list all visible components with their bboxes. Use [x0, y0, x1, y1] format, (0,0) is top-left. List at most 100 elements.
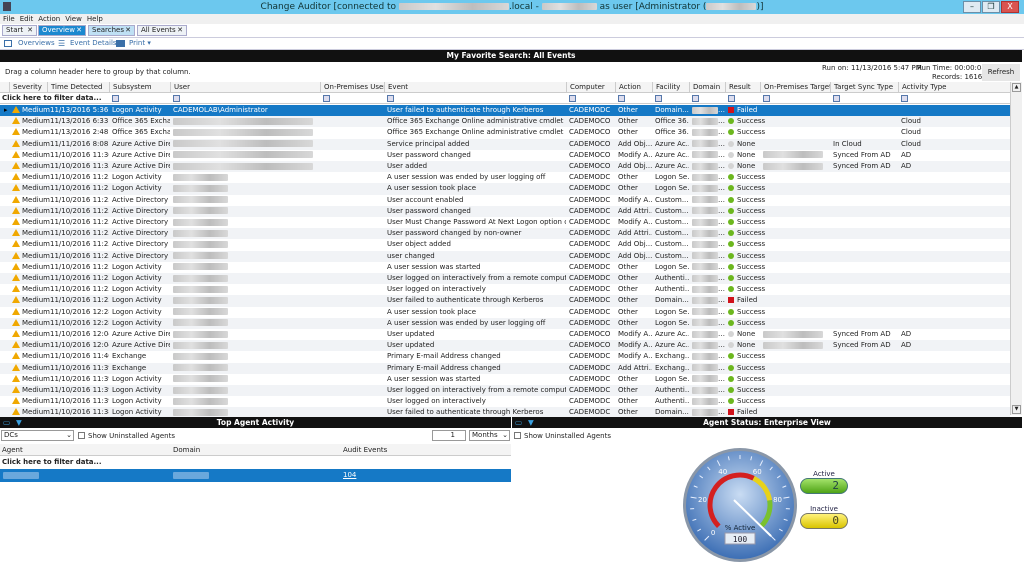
column-header-target-sync-type[interactable]: Target Sync Type	[830, 82, 898, 93]
grid-scrollbar[interactable]: ▲ ▼	[1010, 82, 1022, 415]
column-header-action[interactable]: Action	[615, 82, 652, 93]
column-header-severity[interactable]: Severity	[9, 82, 47, 93]
tab-searches[interactable]: Searches ✕	[88, 25, 135, 36]
filter-row[interactable]: Click here to filter data...	[0, 93, 1010, 104]
menu-action[interactable]: Action	[38, 15, 61, 23]
column-header-event[interactable]: Event	[384, 82, 566, 93]
period-stepper[interactable]: 1	[432, 430, 466, 441]
show-uninstalled-checkbox-left[interactable]: Show Uninstalled Agents	[78, 432, 175, 440]
warning-icon	[12, 162, 20, 169]
result-cell: Success	[725, 385, 765, 396]
success-icon	[728, 207, 734, 214]
close-tab-icon[interactable]: ✕	[27, 26, 33, 34]
column-header-domain[interactable]: Domain	[689, 82, 725, 93]
column-filter-icon[interactable]	[387, 95, 394, 102]
column-filter-icon[interactable]	[763, 95, 770, 102]
table-row[interactable]: Medium 11/13/2016 6:33... Office 365 Excha…	[0, 116, 1010, 128]
column-filter-icon[interactable]	[112, 95, 119, 102]
table-row[interactable]: ▸ Medium 11/13/2016 5:36... Logon Activity C…	[0, 105, 1010, 117]
tab-start[interactable]: Start ✕	[2, 25, 37, 36]
column-header-activity-type[interactable]: Activity Type	[898, 82, 1010, 93]
column-header-on-premises-user[interactable]: On-Premises User	[320, 82, 384, 93]
column-filter-icon[interactable]	[692, 95, 699, 102]
minimize-button[interactable]: –	[963, 1, 981, 13]
gauge-tick	[782, 485, 787, 488]
col-agent[interactable]: Agent	[2, 446, 23, 454]
scroll-down-icon[interactable]: ▼	[1012, 405, 1021, 414]
severity-cell: Medium	[9, 273, 50, 284]
table-row[interactable]: Medium 11/11/2016 8:08... Azure Active Dir…	[0, 138, 1010, 150]
close-button[interactable]: X	[1001, 1, 1019, 13]
agent-row[interactable]: 104	[0, 469, 511, 482]
refresh-button[interactable]: Refresh	[982, 64, 1020, 81]
column-header-computer[interactable]: Computer	[566, 82, 615, 93]
period-unit-select[interactable]: Months ⌄	[469, 430, 510, 441]
filter-hint[interactable]: Click here to filter data...	[2, 94, 102, 102]
warning-icon	[12, 274, 20, 281]
filter-icon[interactable]: ▼	[16, 418, 22, 427]
menu-help[interactable]: Help	[86, 15, 103, 23]
scope-select[interactable]: DCs ⌄	[1, 430, 74, 441]
tab-all-events[interactable]: All Events ✕	[137, 25, 187, 36]
table-row[interactable]: Medium 11/13/2016 2:48... Office 365 Excha…	[0, 127, 1010, 138]
column-filter-icon[interactable]	[901, 95, 908, 102]
close-tab-icon[interactable]: ✕	[125, 26, 131, 34]
menu-file[interactable]: File	[3, 15, 15, 23]
column-header-subsystem[interactable]: Subsystem	[109, 82, 170, 93]
column-header-user[interactable]: User	[170, 82, 320, 93]
column-filter-icon[interactable]	[618, 95, 625, 102]
event-cell: User object added	[387, 240, 451, 249]
column-filter-icon[interactable]	[323, 95, 330, 102]
column-header-facility[interactable]: Facility	[652, 82, 689, 93]
print-button[interactable]: Print ▾	[129, 39, 151, 47]
column-filter-icon[interactable]	[569, 95, 576, 102]
close-tab-icon[interactable]: ✕	[177, 26, 183, 34]
agent-filter-hint[interactable]: Click here to filter data...	[2, 458, 102, 466]
column-header-result[interactable]: Result	[725, 82, 760, 93]
col-audit-events[interactable]: Audit Events	[343, 446, 388, 454]
column-filter-icon[interactable]	[655, 95, 662, 102]
scroll-up-icon[interactable]: ▲	[1012, 83, 1021, 92]
tab-overview[interactable]: Overview ✕	[38, 25, 86, 36]
restore-button[interactable]: ❐	[982, 1, 1000, 13]
menu-edit[interactable]: Edit	[19, 15, 34, 23]
severity-cell: Medium	[9, 262, 50, 273]
show-uninstalled-checkbox-right[interactable]: Show Uninstalled Agents	[514, 432, 611, 440]
column-header-on-premises-target[interactable]: On-Premises Target	[760, 82, 830, 93]
filter-icon[interactable]: ▼	[528, 418, 534, 427]
col-domain[interactable]: Domain	[173, 446, 201, 454]
column-filter-icon[interactable]	[728, 95, 735, 102]
audit-events-link[interactable]: 104	[343, 471, 357, 479]
column-filter-icon[interactable]	[833, 95, 840, 102]
event-details-button[interactable]: Event Details	[70, 39, 117, 47]
column-header-time-detected[interactable]: Time Detected	[47, 82, 109, 93]
overviews-button[interactable]: Overviews	[18, 39, 55, 47]
close-tab-icon[interactable]: ✕	[76, 26, 82, 34]
column-filter-icon[interactable]	[173, 95, 180, 102]
menu-view[interactable]: View	[65, 15, 82, 23]
